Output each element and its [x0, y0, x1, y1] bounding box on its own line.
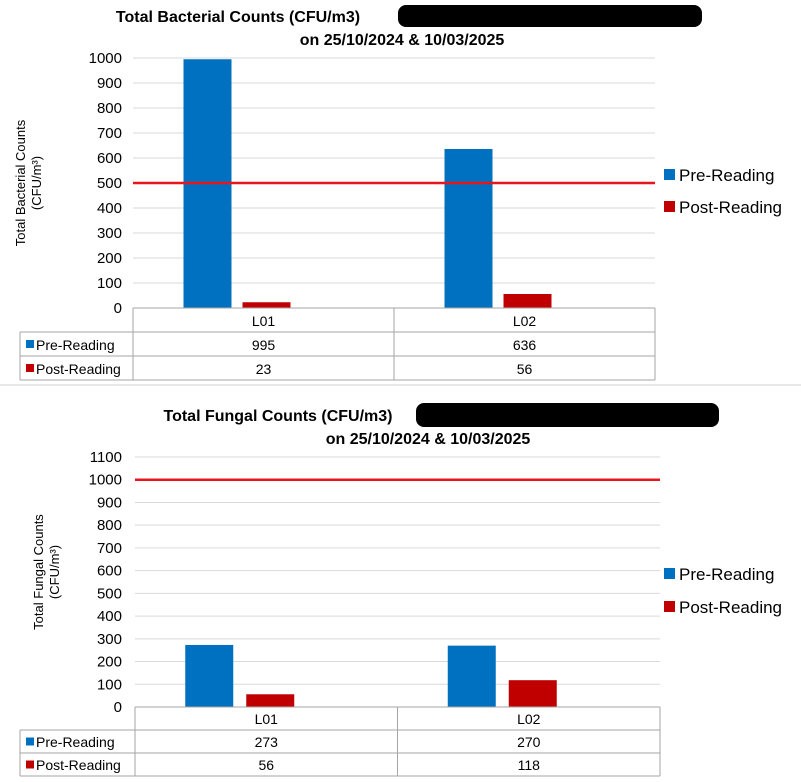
y-tick-label: 300 — [97, 631, 122, 648]
y-axis-label: Total Fungal Counts (CFU/m³) — [31, 514, 62, 630]
y-axis-label: Total Bacterial Counts (CFU/m³) — [13, 119, 44, 246]
y-tick-label: 500 — [97, 175, 122, 192]
data-label: 636 — [513, 337, 537, 353]
y-tick-label: 700 — [97, 125, 122, 142]
bar-pre-reading-l02 — [447, 645, 496, 707]
y-tick-label: 1100 — [90, 449, 122, 466]
y-tick-label: 200 — [97, 250, 122, 267]
data-label: 56 — [258, 757, 274, 773]
chart-title-line2: on 25/10/2024 & 10/03/2025 — [326, 431, 531, 448]
data-label: 273 — [255, 734, 279, 750]
y-tick-label: 1000 — [89, 472, 122, 489]
legend-label: Pre-Reading — [679, 166, 774, 185]
legend-swatch — [664, 169, 675, 180]
y-tick-label: 200 — [97, 654, 122, 671]
y-axis-label-line2: (CFU/m³) — [47, 545, 62, 599]
bar-post-reading-l01 — [242, 302, 291, 308]
legend-label: Post-Reading — [679, 598, 782, 617]
fungal-chart: Total Fungal Counts (CFU/m3) on 25/10/20… — [19, 403, 782, 777]
category-label: L01 — [252, 313, 276, 329]
y-tick-label: 400 — [97, 608, 122, 625]
table-series-label: Pre-Reading — [36, 734, 115, 750]
bar-post-reading-l02 — [503, 294, 552, 308]
legend-swatch — [664, 201, 675, 212]
data-label: 56 — [517, 361, 533, 377]
plot-area: 0 100 200 300 400 500 600 700 800 900 1000 1100 L01 L… — [19, 449, 782, 777]
y-tick-label: 500 — [97, 585, 122, 602]
data-label: 23 — [256, 361, 272, 377]
y-tick-label: 300 — [97, 225, 122, 242]
plot-area: 0 100 200 300 400 500 600 700 800 900 1000 L01 L02 Pr… — [19, 50, 782, 381]
y-tick-label: 800 — [97, 100, 122, 117]
y-tick-label: 900 — [97, 75, 122, 92]
data-label: 270 — [517, 734, 541, 750]
bar-pre-reading-l02 — [444, 149, 493, 308]
chart-title-line2: on 25/10/2024 & 10/03/2025 — [300, 32, 505, 49]
table-series-label: Post-Reading — [36, 757, 121, 773]
y-tick-label: 800 — [97, 517, 122, 534]
table-series-label: Post-Reading — [36, 361, 121, 377]
table-legend-key — [26, 760, 34, 769]
redaction-box — [416, 403, 719, 427]
y-tick-label: 600 — [97, 563, 122, 580]
data-label: 118 — [518, 757, 541, 773]
legend-label: Pre-Reading — [679, 565, 774, 584]
table-legend-key — [26, 364, 34, 372]
y-tick-label: 0 — [114, 699, 122, 716]
y-tick-label: 1000 — [89, 50, 122, 67]
legend-swatch — [664, 601, 675, 612]
y-axis-label-line2: (CFU/m³) — [29, 156, 44, 210]
y-axis-label-line1: Total Fungal Counts — [31, 514, 46, 630]
y-tick-label: 400 — [97, 200, 122, 217]
y-tick-label: 900 — [97, 494, 122, 511]
category-label: L01 — [255, 711, 279, 727]
table-legend-key — [26, 737, 34, 746]
legend-swatch — [664, 568, 675, 579]
table-series-label: Pre-Reading — [36, 337, 115, 353]
table-legend-key — [26, 340, 34, 348]
category-label: L02 — [517, 711, 541, 727]
y-tick-label: 600 — [97, 150, 122, 167]
data-label: 995 — [252, 337, 276, 353]
y-tick-label: 0 — [114, 300, 122, 317]
y-tick-label: 100 — [97, 676, 122, 693]
y-tick-label: 100 — [97, 275, 122, 292]
bar-pre-reading-l01 — [185, 644, 234, 707]
y-axis-label-line1: Total Bacterial Counts — [13, 119, 28, 246]
redaction-box — [398, 5, 702, 27]
legend-label: Post-Reading — [679, 198, 782, 217]
chart-title-line1: Total Fungal Counts (CFU/m3) — [163, 408, 392, 425]
bacterial-chart: Total Bacterial Counts (CFU/m3) on 25/10… — [13, 5, 782, 381]
category-label: L02 — [513, 313, 537, 329]
bar-post-reading-l01 — [246, 694, 295, 707]
chart-title-line1: Total Bacterial Counts (CFU/m3) — [116, 9, 360, 26]
y-tick-label: 700 — [97, 540, 122, 557]
bar-post-reading-l02 — [508, 680, 557, 707]
